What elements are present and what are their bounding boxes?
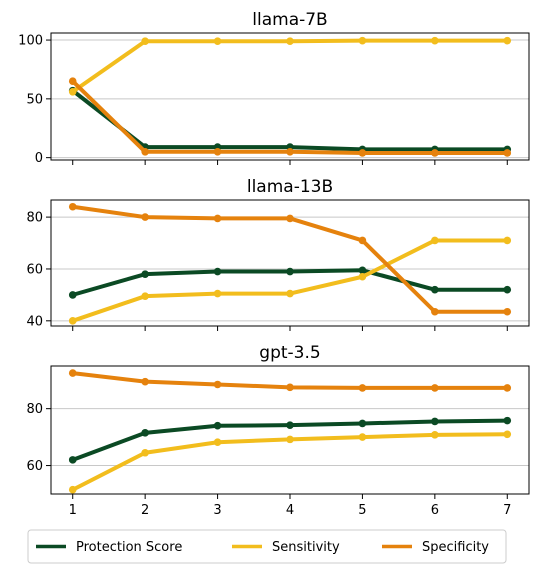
axes-frame xyxy=(50,365,530,495)
point-specificity xyxy=(213,380,222,389)
panel-title: llama-7B xyxy=(252,10,327,30)
point-protection xyxy=(358,266,367,275)
series-line-sensitivity xyxy=(70,238,510,323)
y-tick-label: 40 xyxy=(26,314,43,329)
point-sensitivity xyxy=(431,36,439,45)
point-protection xyxy=(141,270,149,278)
panels: llama-7B 0 50 100 llama-13B 40 60 80 gpt-3.5 60 80… xyxy=(18,10,530,518)
x-tick-label: 6 xyxy=(431,503,439,518)
point-specificity xyxy=(213,214,222,223)
point-specificity xyxy=(503,307,512,316)
point-protection xyxy=(68,456,77,464)
panel-3: gpt-3.5 60 80 1 2 3 4 5 6 7 xyxy=(26,343,530,518)
point-protection xyxy=(503,416,512,425)
panel-2: llama-13B 40 60 80 xyxy=(26,177,530,331)
point-specificity xyxy=(286,147,294,156)
point-specificity xyxy=(141,377,149,386)
point-protection xyxy=(213,421,222,430)
x-tick-label: 4 xyxy=(286,503,294,518)
point-protection xyxy=(431,285,439,294)
point-protection xyxy=(358,419,367,428)
x-tick-label: 3 xyxy=(213,503,221,518)
point-specificity xyxy=(141,147,149,156)
point-sensitivity xyxy=(141,292,149,300)
legend-label-specificity: Specificity xyxy=(422,540,489,555)
point-specificity xyxy=(213,147,222,156)
point-sensitivity xyxy=(213,438,222,447)
x-tick-label: 1 xyxy=(69,503,77,518)
panel-title: gpt-3.5 xyxy=(259,343,320,363)
point-sensitivity xyxy=(503,236,512,245)
point-protection xyxy=(286,267,294,276)
y-tick-label: 80 xyxy=(26,402,43,417)
point-sensitivity xyxy=(503,430,512,439)
point-sensitivity xyxy=(358,36,367,45)
point-specificity xyxy=(503,384,512,392)
point-specificity xyxy=(431,149,439,157)
y-tick-label: 80 xyxy=(26,211,43,226)
legend: Protection Score Sensitivity Specificity xyxy=(27,529,507,564)
point-sensitivity xyxy=(286,289,294,298)
point-specificity xyxy=(141,213,149,221)
panel-title: llama-13B xyxy=(247,177,333,197)
y-tick-label: 100 xyxy=(18,34,43,49)
y-tick-label: 60 xyxy=(26,459,43,474)
point-specificity xyxy=(358,384,367,392)
series-line-sensitivity xyxy=(70,38,510,94)
point-protection xyxy=(431,417,439,426)
x-tick-label: 7 xyxy=(503,503,511,518)
axes-frame xyxy=(50,32,530,161)
point-sensitivity xyxy=(431,431,439,439)
point-sensitivity xyxy=(358,433,367,441)
point-sensitivity xyxy=(141,448,149,457)
point-sensitivity xyxy=(431,236,439,245)
point-sensitivity xyxy=(68,317,77,325)
point-sensitivity xyxy=(68,87,77,96)
point-specificity xyxy=(431,307,439,316)
point-protection xyxy=(141,429,149,437)
point-sensitivity xyxy=(286,435,294,444)
y-tick-label: 0 xyxy=(35,151,43,166)
point-sensitivity xyxy=(68,485,77,494)
point-specificity xyxy=(286,383,294,392)
point-protection xyxy=(286,421,294,429)
point-protection xyxy=(68,291,77,299)
point-specificity xyxy=(286,214,294,223)
panel-1: llama-7B 0 50 100 xyxy=(18,10,530,166)
point-sensitivity xyxy=(213,289,222,298)
point-specificity xyxy=(68,77,77,86)
point-protection xyxy=(503,285,512,294)
x-tick-label: 5 xyxy=(358,503,366,518)
point-sensitivity xyxy=(286,37,294,46)
point-specificity xyxy=(358,236,367,245)
legend-label-sensitivity: Sensitivity xyxy=(272,540,340,555)
point-specificity xyxy=(358,149,367,157)
point-sensitivity xyxy=(213,37,222,46)
legend-frame xyxy=(27,529,507,564)
axes-frame xyxy=(50,199,530,327)
x-tick-label: 2 xyxy=(141,503,149,518)
point-specificity xyxy=(68,202,77,211)
legend-label-protection: Protection Score xyxy=(76,540,182,555)
point-specificity xyxy=(503,149,512,157)
series-line-specificity xyxy=(70,79,510,155)
point-specificity xyxy=(68,369,77,377)
point-specificity xyxy=(431,384,439,392)
point-sensitivity xyxy=(503,36,512,45)
y-tick-label: 60 xyxy=(26,262,43,277)
point-protection xyxy=(213,267,222,276)
point-sensitivity xyxy=(141,37,149,46)
point-sensitivity xyxy=(358,272,367,281)
y-tick-label: 50 xyxy=(26,92,43,107)
series-line-protection xyxy=(70,88,510,152)
